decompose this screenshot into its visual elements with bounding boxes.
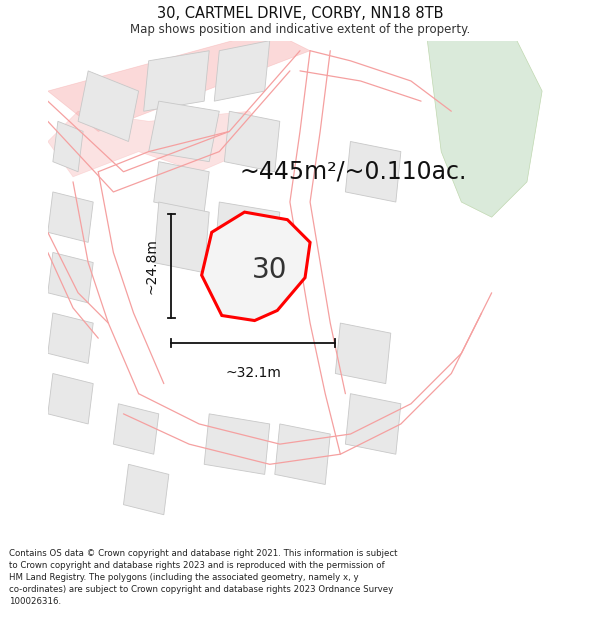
Polygon shape [346, 141, 401, 202]
Polygon shape [275, 424, 330, 484]
Polygon shape [154, 162, 209, 212]
Text: 30: 30 [252, 256, 287, 284]
Polygon shape [426, 31, 542, 217]
Polygon shape [346, 394, 401, 454]
Text: ~24.8m: ~24.8m [145, 238, 159, 294]
Polygon shape [48, 111, 270, 177]
Polygon shape [143, 51, 209, 111]
Polygon shape [78, 71, 139, 141]
Polygon shape [113, 404, 159, 454]
Polygon shape [53, 121, 83, 172]
Text: Map shows position and indicative extent of the property.: Map shows position and indicative extent… [130, 23, 470, 36]
Text: ~32.1m: ~32.1m [226, 366, 281, 380]
Polygon shape [48, 192, 93, 242]
Polygon shape [214, 41, 270, 101]
Text: Contains OS data © Crown copyright and database right 2021. This information is : Contains OS data © Crown copyright and d… [9, 549, 398, 606]
Polygon shape [124, 464, 169, 515]
Text: ~445m²/~0.110ac.: ~445m²/~0.110ac. [239, 160, 467, 184]
Polygon shape [214, 202, 280, 272]
Polygon shape [48, 374, 93, 424]
Text: 30, CARTMEL DRIVE, CORBY, NN18 8TB: 30, CARTMEL DRIVE, CORBY, NN18 8TB [157, 6, 443, 21]
Polygon shape [204, 414, 270, 474]
Polygon shape [48, 253, 93, 303]
Polygon shape [48, 31, 310, 131]
Polygon shape [149, 101, 220, 162]
Polygon shape [154, 202, 209, 272]
Polygon shape [202, 212, 310, 321]
Polygon shape [335, 323, 391, 384]
Polygon shape [48, 313, 93, 363]
Polygon shape [224, 111, 280, 172]
